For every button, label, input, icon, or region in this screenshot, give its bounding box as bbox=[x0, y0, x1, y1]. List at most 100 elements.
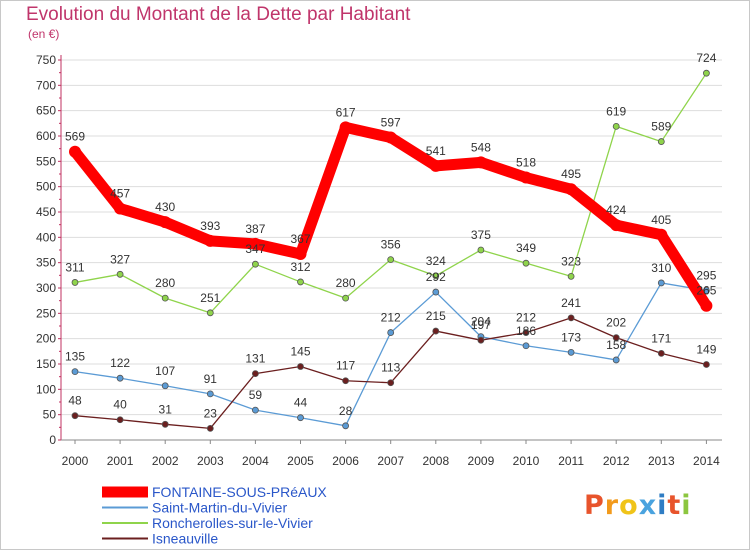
legend: FONTAINE-SOUS-PRéAUXSaint-Martin-du-Vivi… bbox=[102, 484, 327, 547]
y-tick-label: 350 bbox=[36, 256, 56, 270]
data-label: 323 bbox=[561, 254, 581, 268]
data-label: 327 bbox=[110, 252, 130, 266]
data-label: 197 bbox=[471, 318, 491, 332]
data-point bbox=[161, 420, 169, 428]
x-tick-label: 2011 bbox=[558, 454, 584, 468]
data-label: 356 bbox=[381, 238, 401, 252]
data-label: 251 bbox=[200, 291, 220, 305]
data-point bbox=[342, 422, 350, 430]
data-point bbox=[116, 416, 124, 424]
data-point bbox=[432, 288, 440, 296]
data-point bbox=[204, 234, 217, 247]
y-tick-label: 300 bbox=[36, 281, 56, 295]
x-tick-label: 2007 bbox=[377, 454, 404, 468]
data-label: 367 bbox=[290, 232, 310, 246]
data-label: 430 bbox=[155, 200, 175, 214]
data-label: 310 bbox=[651, 261, 671, 275]
data-label: 158 bbox=[606, 338, 626, 352]
data-label: 59 bbox=[249, 388, 263, 402]
data-point bbox=[610, 219, 623, 232]
data-label: 265 bbox=[696, 284, 716, 298]
data-label: 724 bbox=[696, 51, 716, 65]
data-point bbox=[206, 390, 214, 398]
y-tick-label: 150 bbox=[36, 357, 56, 371]
data-label: 324 bbox=[426, 254, 446, 268]
data-point bbox=[297, 414, 304, 422]
data-point bbox=[342, 377, 350, 385]
data-point bbox=[294, 248, 307, 261]
data-label: 48 bbox=[68, 394, 82, 408]
data-label: 597 bbox=[381, 116, 401, 130]
data-labels: 311 327 280 251 347 312 280 356 324 375 349 323 619 5… bbox=[65, 51, 717, 420]
data-label: 375 bbox=[471, 228, 491, 242]
grid-lines bbox=[61, 59, 722, 441]
y-tick-label: 100 bbox=[36, 382, 56, 396]
data-label: 122 bbox=[110, 356, 130, 370]
data-point bbox=[387, 256, 395, 264]
data-point bbox=[657, 279, 665, 287]
data-label: 113 bbox=[381, 361, 400, 375]
x-tick-label: 2004 bbox=[242, 454, 269, 468]
legend-label: Isneauville bbox=[152, 531, 218, 547]
x-tick-label: 2013 bbox=[648, 454, 675, 468]
data-label: 280 bbox=[336, 276, 356, 290]
data-label: 518 bbox=[516, 156, 536, 170]
x-tick-label: 2008 bbox=[422, 454, 449, 468]
data-point bbox=[384, 131, 397, 144]
data-point bbox=[703, 361, 710, 368]
data-label: 212 bbox=[381, 311, 401, 325]
x-tick-label: 2005 bbox=[287, 454, 314, 468]
data-label: 347 bbox=[245, 242, 265, 256]
data-label: 23 bbox=[204, 406, 218, 420]
y-tick-label: 200 bbox=[36, 332, 56, 346]
x-tick-label: 2002 bbox=[152, 454, 179, 468]
data-point bbox=[251, 406, 259, 414]
series-2 bbox=[71, 69, 710, 317]
data-point bbox=[703, 287, 710, 294]
y-tick-label: 650 bbox=[36, 104, 56, 118]
y-tick-label: 250 bbox=[36, 306, 56, 320]
data-point bbox=[477, 246, 485, 254]
data-point bbox=[114, 202, 127, 215]
data-point bbox=[159, 216, 172, 229]
series-0 bbox=[69, 121, 713, 312]
x-tick-label: 2001 bbox=[107, 454, 134, 468]
data-point bbox=[700, 299, 713, 312]
data-point bbox=[116, 374, 124, 382]
y-tick-label: 500 bbox=[36, 180, 56, 194]
data-label: 589 bbox=[651, 120, 671, 134]
data-label: 424 bbox=[606, 203, 626, 217]
data-point bbox=[387, 329, 395, 336]
data-label: 393 bbox=[200, 219, 220, 233]
data-point bbox=[429, 159, 442, 172]
data-label: 617 bbox=[336, 105, 356, 119]
data-label: 548 bbox=[471, 140, 491, 154]
data-point bbox=[116, 270, 124, 278]
y-tick-label: 750 bbox=[36, 53, 56, 67]
y-tick-label: 600 bbox=[36, 129, 56, 143]
data-point bbox=[387, 379, 395, 387]
data-label: 31 bbox=[159, 402, 173, 416]
data-label: 387 bbox=[245, 222, 265, 236]
y-tick-label: 450 bbox=[36, 205, 56, 219]
y-tick-label: 0 bbox=[49, 433, 56, 447]
data-point bbox=[522, 342, 530, 350]
data-point bbox=[297, 278, 304, 286]
data-label: 569 bbox=[65, 130, 85, 144]
series-3 bbox=[71, 314, 710, 432]
data-point bbox=[251, 370, 259, 378]
data-point bbox=[161, 294, 169, 302]
data-label: 312 bbox=[290, 260, 310, 274]
x-tick-label: 2014 bbox=[693, 454, 720, 468]
data-point bbox=[477, 336, 485, 344]
data-point bbox=[71, 368, 79, 376]
data-label: 173 bbox=[561, 330, 581, 344]
data-label: 349 bbox=[516, 241, 536, 255]
axes: 0 50 100 150 200 250 300 350 400 450 500 550 600 650 7… bbox=[36, 53, 722, 468]
data-point bbox=[432, 327, 440, 335]
data-label: 295 bbox=[696, 269, 716, 283]
data-point bbox=[522, 259, 530, 267]
legend-label: Saint-Martin-du-Vivier bbox=[152, 500, 287, 516]
data-point bbox=[432, 272, 440, 280]
